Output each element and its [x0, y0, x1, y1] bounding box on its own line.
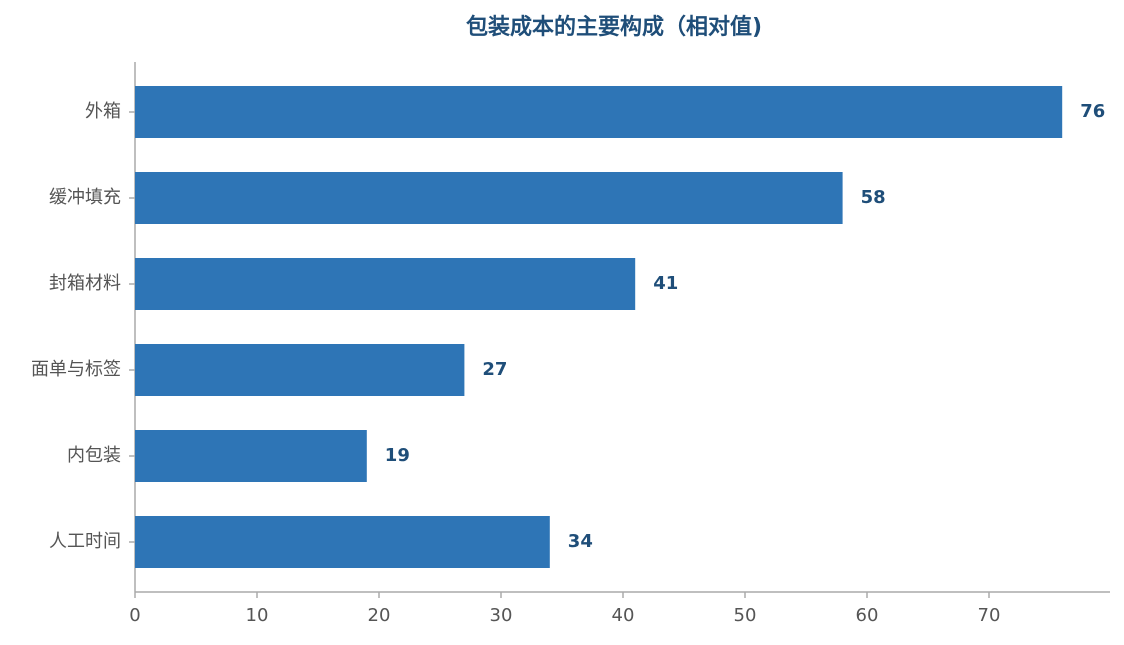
chart-title: 包装成本的主要构成（相对值) [466, 14, 762, 40]
x-tick-label: 10 [246, 605, 269, 626]
bar [135, 516, 550, 568]
value-label: 41 [653, 273, 678, 294]
x-tick-label: 30 [490, 605, 513, 626]
value-label: 34 [568, 531, 593, 552]
value-label: 58 [861, 187, 886, 208]
y-tick-label: 缓冲填充 [49, 187, 121, 208]
x-tick-label: 40 [612, 605, 635, 626]
bar [135, 172, 843, 224]
x-tick-label: 20 [368, 605, 391, 626]
value-label: 27 [482, 359, 507, 380]
value-label: 76 [1080, 101, 1105, 122]
y-tick-label: 外箱 [85, 101, 121, 122]
bar [135, 258, 636, 310]
y-tick-label: 面单与标签 [31, 359, 121, 380]
value-label: 19 [385, 445, 410, 466]
y-tick-label: 封箱材料 [49, 273, 121, 294]
x-tick-label: 60 [856, 605, 879, 626]
bar [135, 86, 1063, 138]
x-tick-label: 0 [129, 605, 140, 626]
y-tick-label: 人工时间 [49, 531, 121, 552]
x-tick-label: 70 [978, 605, 1001, 626]
bar [135, 430, 367, 482]
y-tick-label: 内包装 [67, 445, 121, 466]
bar [135, 344, 465, 396]
x-tick-label: 50 [734, 605, 757, 626]
